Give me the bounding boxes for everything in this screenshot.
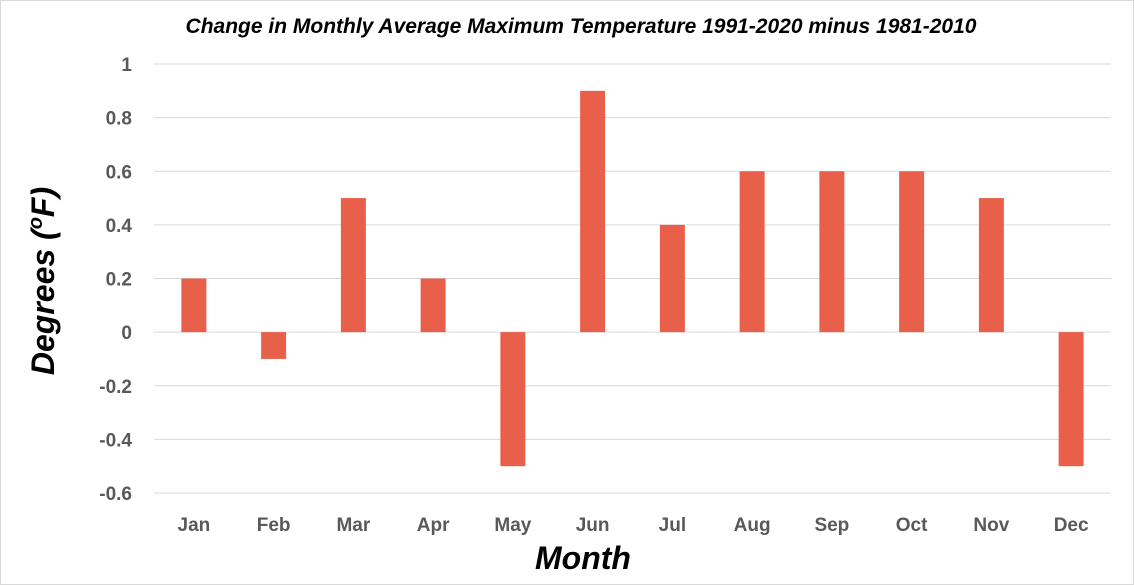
bar-jan (181, 278, 207, 333)
bar-aug (739, 171, 765, 333)
y-tick-label: -0.2 (99, 377, 132, 398)
x-axis-tick-labels: Jan Feb Mar Apr May Jun Jul Aug Sep Oct Nov Dec (178, 515, 1089, 536)
bars (181, 90, 1084, 467)
y-tick-label: 0.6 (106, 162, 132, 183)
y-tick-label: -0.4 (99, 430, 132, 451)
x-tick-label-may: May (494, 515, 531, 536)
x-tick-label-feb: Feb (257, 515, 291, 536)
bar-jul (659, 224, 685, 333)
bar-dec (1058, 332, 1084, 467)
y-axis-title-superscript: o (25, 217, 47, 229)
x-tick-label-jun: Jun (576, 515, 610, 536)
x-tick-label-jan: Jan (178, 515, 211, 536)
bar-sep (819, 171, 845, 333)
bar-nov (978, 198, 1004, 333)
y-tick-label: -0.6 (99, 484, 132, 505)
gridlines (154, 63, 1111, 494)
y-tick-label: 0.4 (106, 216, 133, 237)
y-tick-label: 1 (121, 55, 132, 76)
y-tick-label: 0.2 (106, 270, 132, 291)
y-axis-tick-labels: 1 0.8 0.6 0.4 0.2 0 -0.2 -0.4 -0.6 (99, 55, 132, 505)
x-tick-label-oct: Oct (896, 515, 928, 536)
bar-mar (340, 198, 366, 333)
bar-may (500, 332, 526, 467)
x-axis-title: Month (535, 540, 631, 576)
x-tick-label-mar: Mar (336, 515, 370, 536)
x-tick-label-dec: Dec (1054, 515, 1089, 536)
bar-oct (899, 171, 925, 333)
x-tick-label-sep: Sep (814, 515, 849, 536)
y-tick-label: 0 (121, 323, 132, 344)
y-tick-label: 0.8 (106, 109, 132, 130)
x-tick-label-apr: Apr (417, 515, 450, 536)
x-tick-label-nov: Nov (973, 515, 1009, 536)
bar-apr (420, 278, 446, 333)
x-tick-label-aug: Aug (734, 515, 771, 536)
chart-title: Change in Monthly Average Maximum Temper… (185, 15, 977, 38)
bar-feb (261, 332, 287, 359)
bar-jun (580, 90, 606, 333)
y-axis-title: Degrees (oF) (25, 187, 61, 375)
x-tick-label-jul: Jul (659, 515, 686, 536)
y-axis-title-tail: F) (25, 187, 61, 217)
y-axis-title-main: Degrees ( (25, 226, 61, 375)
